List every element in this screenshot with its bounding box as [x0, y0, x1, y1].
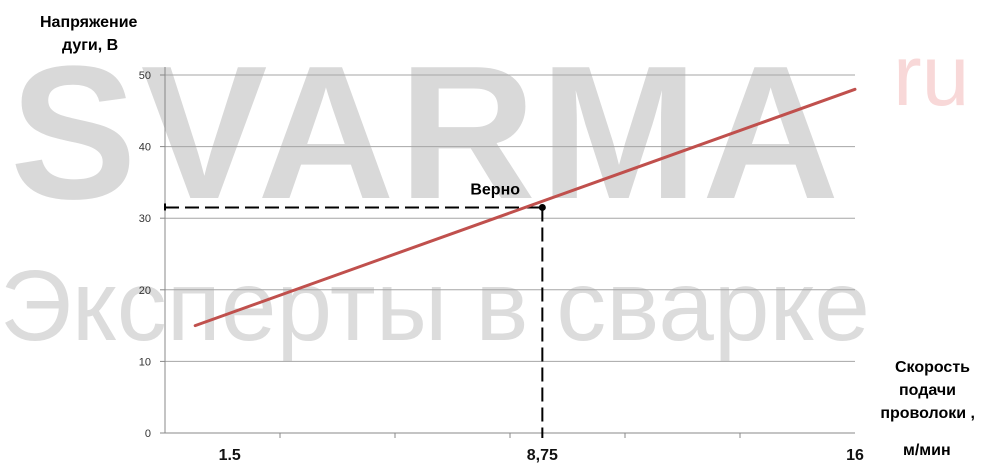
y-tick-label: 40	[139, 142, 151, 154]
watermark-logo: SVARMA	[10, 27, 843, 239]
x-axis-unit: м/мин	[903, 442, 951, 459]
y-tick-label: 30	[139, 213, 151, 225]
y-tick-label: 10	[139, 356, 151, 368]
y-tick-label: 50	[139, 70, 151, 82]
watermark-tagline: Эксперты в сварке	[0, 250, 870, 362]
axes	[160, 67, 855, 438]
grid-lines	[165, 74, 855, 362]
x-axis-title-line-1: Скорость	[895, 359, 970, 376]
x-tick-label: 16	[846, 447, 864, 463]
x-axis-title-line-2: подачи	[899, 382, 956, 399]
annotation-guides	[164, 203, 546, 438]
y-tick-label: 0	[145, 428, 151, 440]
watermark-logo-suffix: ru	[893, 28, 969, 124]
x-tick-label: 8,75	[527, 447, 558, 463]
series-line	[193, 87, 857, 328]
annotation-label: Верно	[470, 181, 520, 198]
y-axis-title-line-1: Напряжение	[40, 14, 138, 31]
x-tick-labels: 1.5 8,75 16	[219, 447, 864, 463]
x-axis-title-line-3: проволоки ,	[880, 405, 975, 422]
y-tick-label: 20	[139, 285, 151, 297]
series-group	[193, 87, 857, 328]
y-tick-labels: 0 10 20 30 40 50	[139, 70, 151, 440]
y-axis-title-line-2: дуги, В	[62, 37, 118, 54]
x-tick-label: 1.5	[219, 447, 241, 463]
annotation-point	[538, 203, 546, 211]
